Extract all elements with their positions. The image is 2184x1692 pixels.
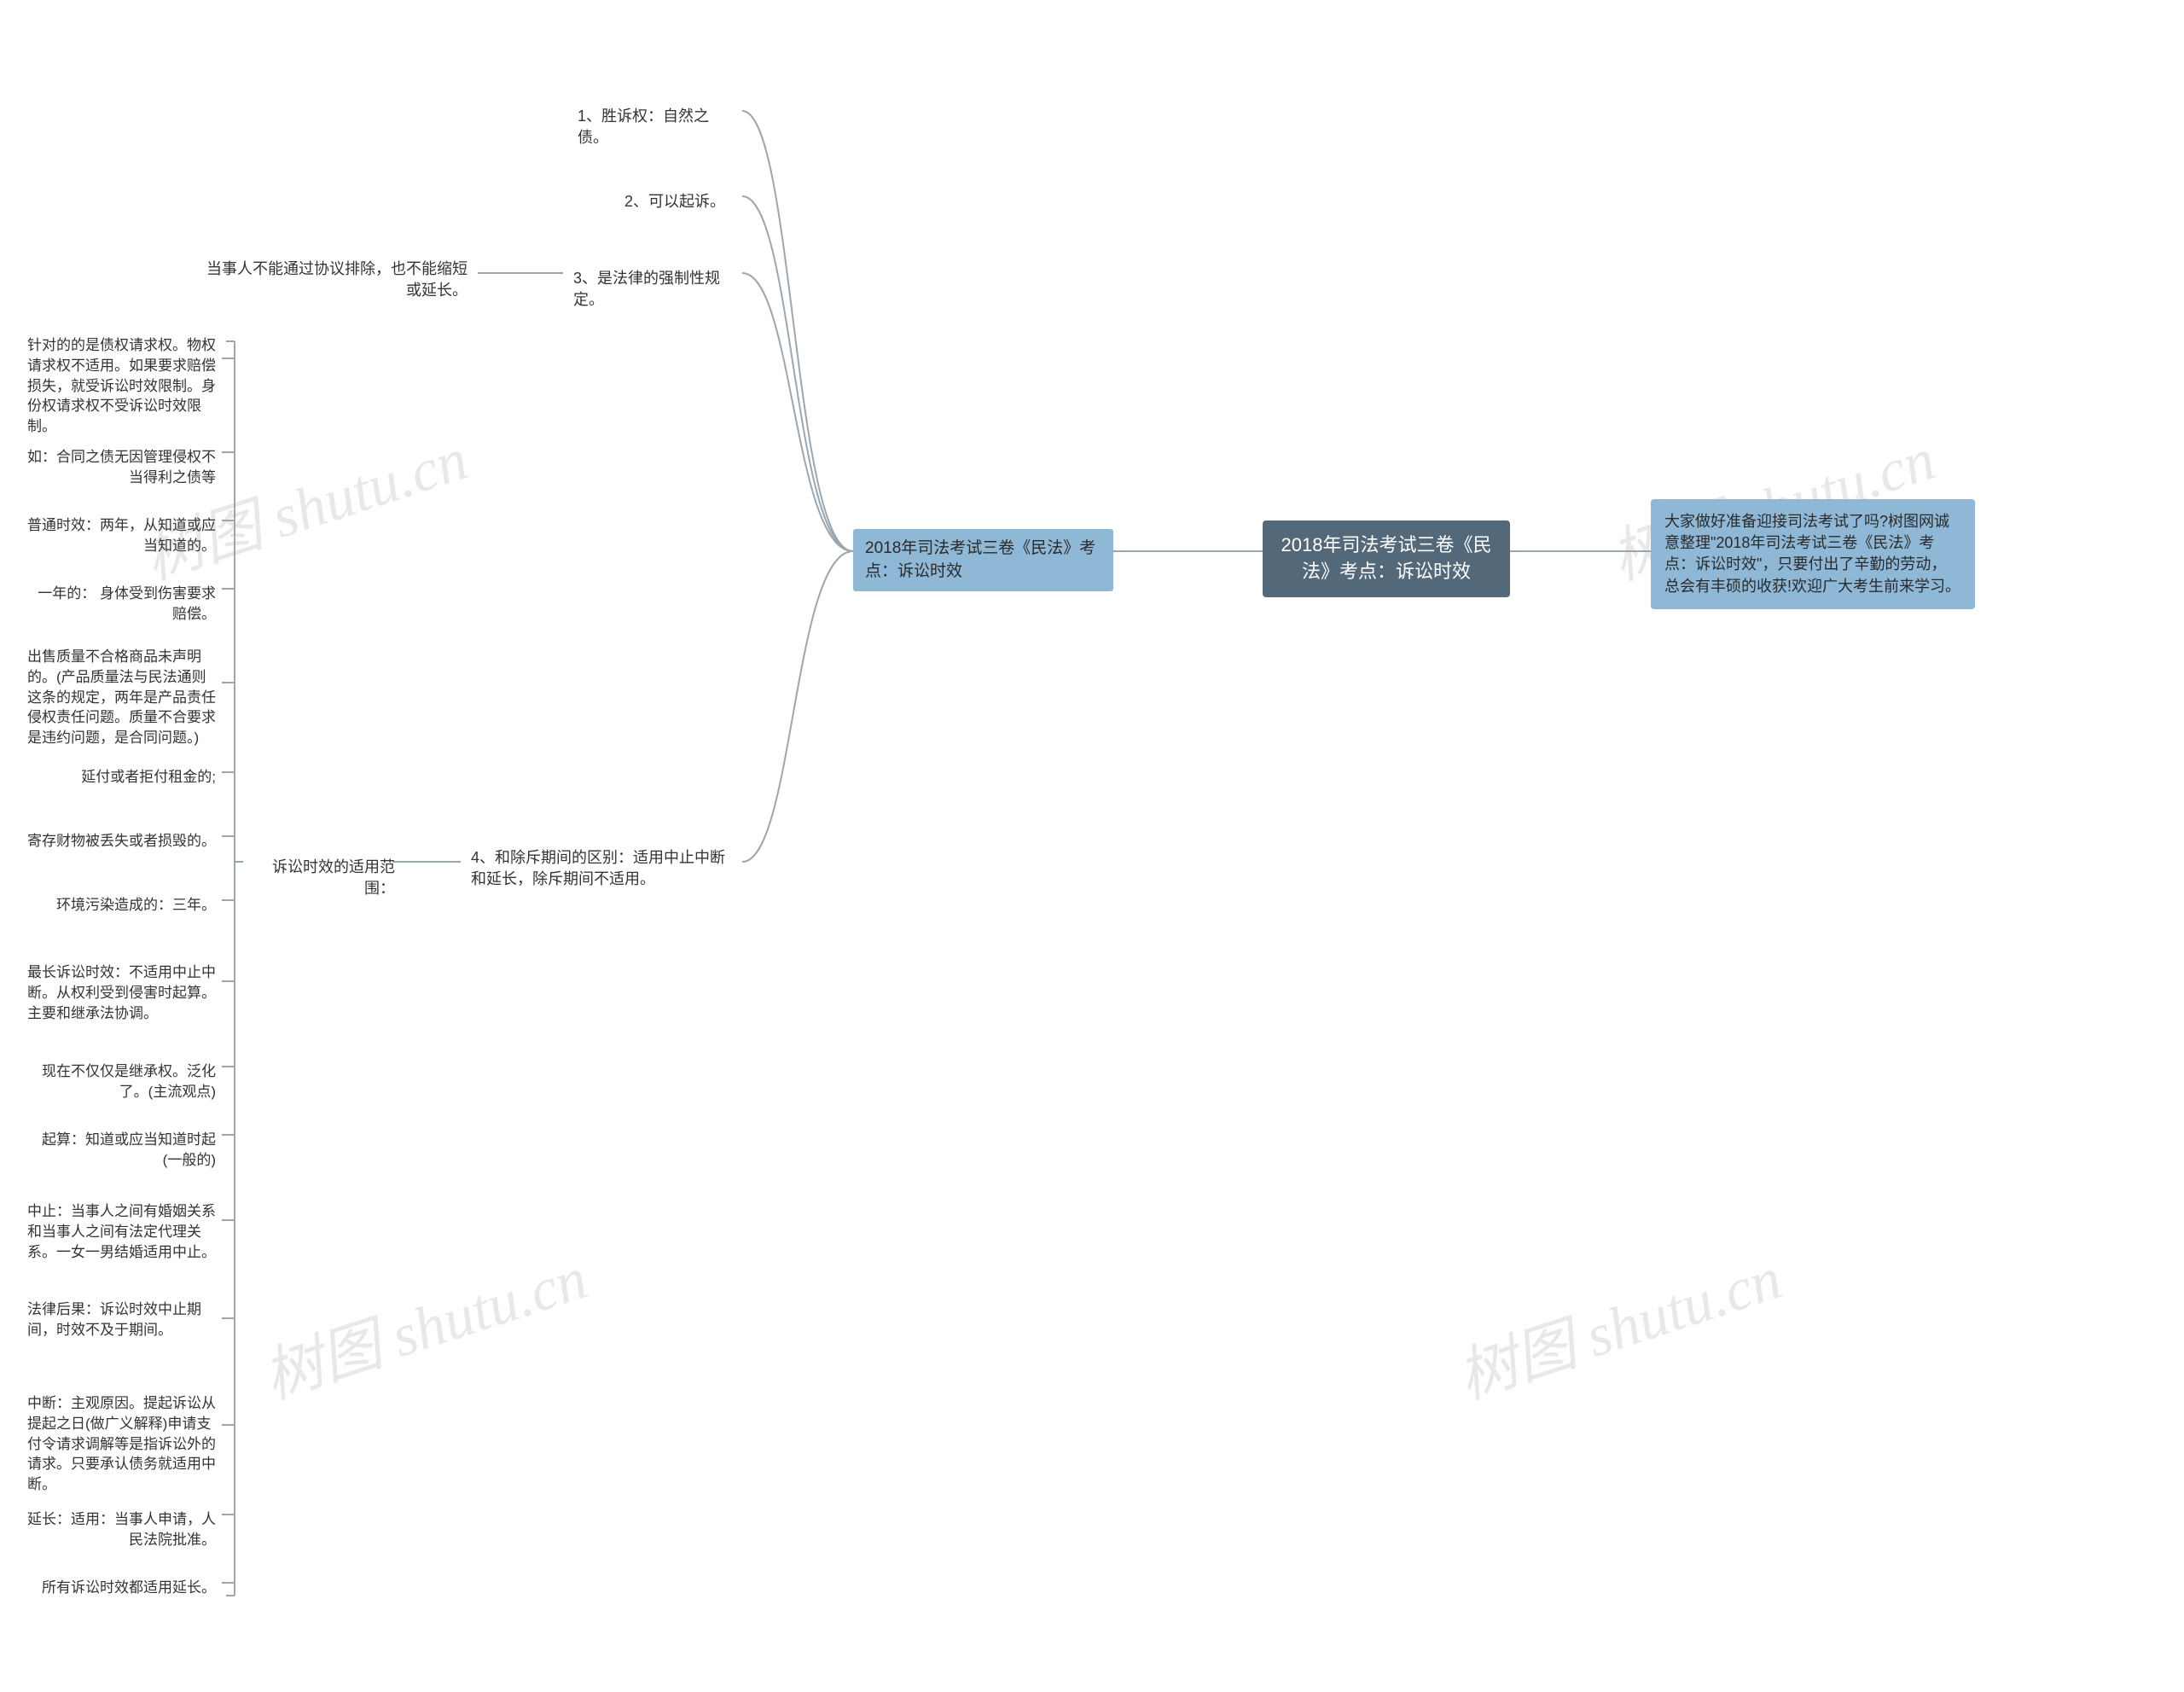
leaf-l16-text: 所有诉讼时效都适用延长。: [42, 1579, 216, 1596]
leaf-l12-text: 中止：当事人之间有婚姻关系和当事人之间有法定代理关系。一女一男结婚适用中止。: [27, 1203, 216, 1260]
leaf-l15-text: 延长：适用：当事人申请，人民法院批准。: [27, 1511, 216, 1548]
sub-s4-label-text: 诉讼时效的适用范围：: [272, 858, 395, 897]
root-title: 2018年司法考试三卷《民法》考点：诉讼时效: [1281, 534, 1492, 582]
leaf-l8-text: 环境污染造成的：三年。: [56, 897, 216, 913]
sub-s1-text: 1、胜诉权：自然之债。: [578, 108, 709, 146]
leaf-l9-text: 最长诉讼时效：不适用中止中断。从权利受到侵害时起算。主要和继承法协调。: [27, 964, 216, 1021]
leaf-l4-text: 一年的： 身体受到伤害要求赔偿。: [38, 585, 216, 622]
leaf-l16[interactable]: 所有诉讼时效都适用延长。: [17, 1571, 226, 1605]
sub-s4-text: 4、和除斥期间的区别：适用中止中断和延长，除斥期间不适用。: [471, 849, 725, 887]
leaf-l14-text: 中断：主观原因。提起诉讼从提起之日(做广义解释)申请支付令请求调解等是指诉讼外的…: [27, 1395, 216, 1492]
info-node[interactable]: 大家做好准备迎接司法考试了吗?树图网诚意整理"2018年司法考试三卷《民法》考点…: [1651, 499, 1975, 609]
sub-s4-label[interactable]: 诉讼时效的适用范围：: [243, 850, 405, 906]
leaf-l10-text: 现在不仅仅是继承权。泛化了。(主流观点): [42, 1063, 216, 1100]
leaf-l13-text: 法律后果：诉讼时效中止期间，时效不及于期间。: [27, 1301, 201, 1338]
leaf-l1[interactable]: 针对的的是债权请求权。物权请求权不适用。如果要求赔偿损失，就受诉讼时效限制。身份…: [17, 329, 226, 444]
leaf-l4[interactable]: 一年的： 身体受到伤害要求赔偿。: [17, 577, 226, 631]
leaf-l5-text: 出售质量不合格商品未声明的。(产品质量法与民法通则这条的规定，两年是产品责任侵权…: [27, 648, 216, 746]
watermark: 树图 shutu.cn: [1445, 1230, 1791, 1416]
sub-s3[interactable]: 3、是法律的强制性规定。: [563, 261, 751, 317]
leaf-l5[interactable]: 出售质量不合格商品未声明的。(产品质量法与民法通则这条的规定，两年是产品责任侵权…: [17, 640, 226, 755]
watermark: 树图 shutu.cn: [251, 1230, 596, 1416]
root-node[interactable]: 2018年司法考试三卷《民法》考点：诉讼时效: [1263, 520, 1510, 597]
sub-s3-detail-text: 当事人不能通过协议排除，也不能缩短或延长。: [206, 260, 468, 299]
leaf-l15[interactable]: 延长：适用：当事人申请，人民法院批准。: [17, 1503, 226, 1557]
leaf-l10[interactable]: 现在不仅仅是继承权。泛化了。(主流观点): [17, 1055, 226, 1109]
leaf-l3[interactable]: 普通时效：两年，从知道或应当知道的。: [17, 509, 226, 563]
left-main-label: 2018年司法考试三卷《民法》考点：诉讼时效: [865, 539, 1095, 580]
leaf-l3-text: 普通时效：两年，从知道或应当知道的。: [27, 517, 216, 554]
sub-s2[interactable]: 2、可以起诉。: [614, 184, 751, 219]
sub-s2-text: 2、可以起诉。: [624, 193, 725, 210]
leaf-l6-text: 延付或者拒付租金的;: [81, 769, 216, 785]
leaf-l12[interactable]: 中止：当事人之间有婚姻关系和当事人之间有法定代理关系。一女一男结婚适用中止。: [17, 1195, 226, 1269]
leaf-l11[interactable]: 起算：知道或应当知道时起(一般的): [17, 1123, 226, 1177]
leaf-l14[interactable]: 中断：主观原因。提起诉讼从提起之日(做广义解释)申请支付令请求调解等是指诉讼外的…: [17, 1387, 226, 1502]
info-text: 大家做好准备迎接司法考试了吗?树图网诚意整理"2018年司法考试三卷《民法》考点…: [1664, 513, 1960, 595]
leaf-l13[interactable]: 法律后果：诉讼时效中止期间，时效不及于期间。: [17, 1293, 226, 1347]
leaf-l8[interactable]: 环境污染造成的：三年。: [17, 888, 226, 922]
leaf-l11-text: 起算：知道或应当知道时起(一般的): [42, 1131, 216, 1168]
leaf-l7[interactable]: 寄存财物被丢失或者损毁的。: [17, 824, 226, 858]
left-main-topic[interactable]: 2018年司法考试三卷《民法》考点：诉讼时效: [853, 529, 1113, 591]
sub-s3-detail[interactable]: 当事人不能通过协议排除，也不能缩短或延长。: [192, 252, 478, 308]
leaf-l6[interactable]: 延付或者拒付租金的;: [17, 760, 226, 794]
leaf-l2[interactable]: 如：合同之债无因管理侵权不当得利之债等: [17, 440, 226, 495]
sub-s3-text: 3、是法律的强制性规定。: [573, 270, 720, 308]
leaf-l9[interactable]: 最长诉讼时效：不适用中止中断。从权利受到侵害时起算。主要和继承法协调。: [17, 956, 226, 1030]
sub-s1[interactable]: 1、胜诉权：自然之债。: [567, 99, 746, 155]
sub-s4[interactable]: 4、和除斥期间的区别：适用中止中断和延长，除斥期间不适用。: [461, 840, 746, 897]
leaf-l7-text: 寄存财物被丢失或者损毁的。: [27, 833, 216, 849]
leaf-l1-text: 针对的的是债权请求权。物权请求权不适用。如果要求赔偿损失，就受诉讼时效限制。身份…: [27, 337, 216, 434]
leaf-l2-text: 如：合同之债无因管理侵权不当得利之债等: [27, 449, 216, 486]
